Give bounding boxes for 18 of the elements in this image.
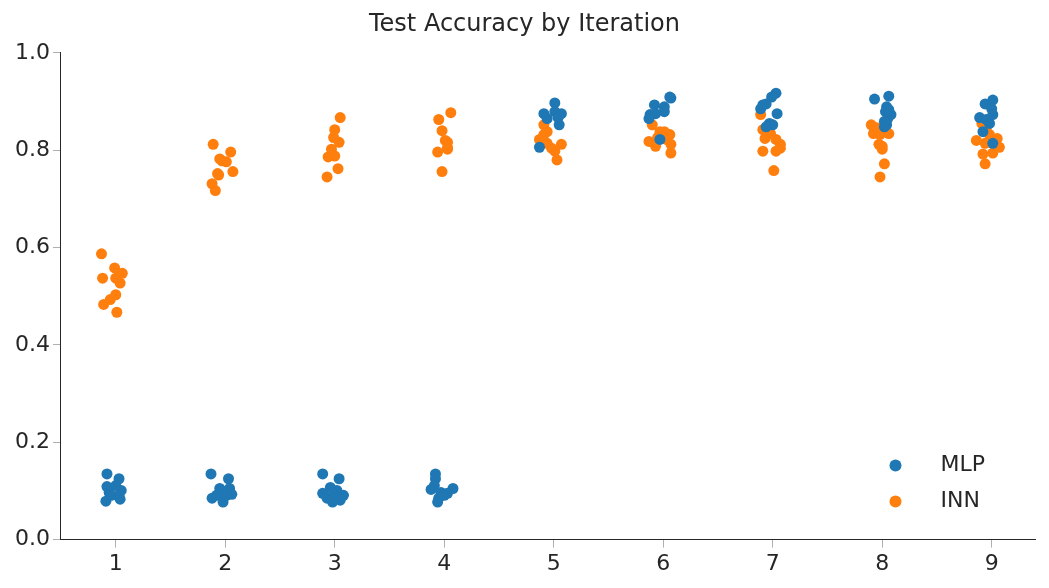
x-tick-label: 3 [327,549,342,575]
legend-label: MLP [940,451,986,477]
x-tick-label: 5 [546,549,561,575]
x-tick-label: 8 [875,549,890,575]
y-tick-label: 0.6 [14,233,50,259]
x-tick-label: 2 [218,549,233,575]
x-tick-label: 9 [984,549,999,575]
y-tick-label: 0.0 [14,525,50,551]
y-tick-label: 1.0 [14,38,50,64]
y-tick-label: 0.2 [14,427,50,453]
y-tick-label: 0.8 [14,135,50,161]
chart-title: Test Accuracy by Iteration [368,8,680,37]
legend-label: INN [940,487,980,513]
x-tick-label: 7 [765,549,780,575]
x-tick-label: 1 [108,549,123,575]
x-tick-label: 6 [656,549,671,575]
y-tick-label: 0.4 [14,330,50,356]
x-tick-label: 4 [437,549,452,575]
